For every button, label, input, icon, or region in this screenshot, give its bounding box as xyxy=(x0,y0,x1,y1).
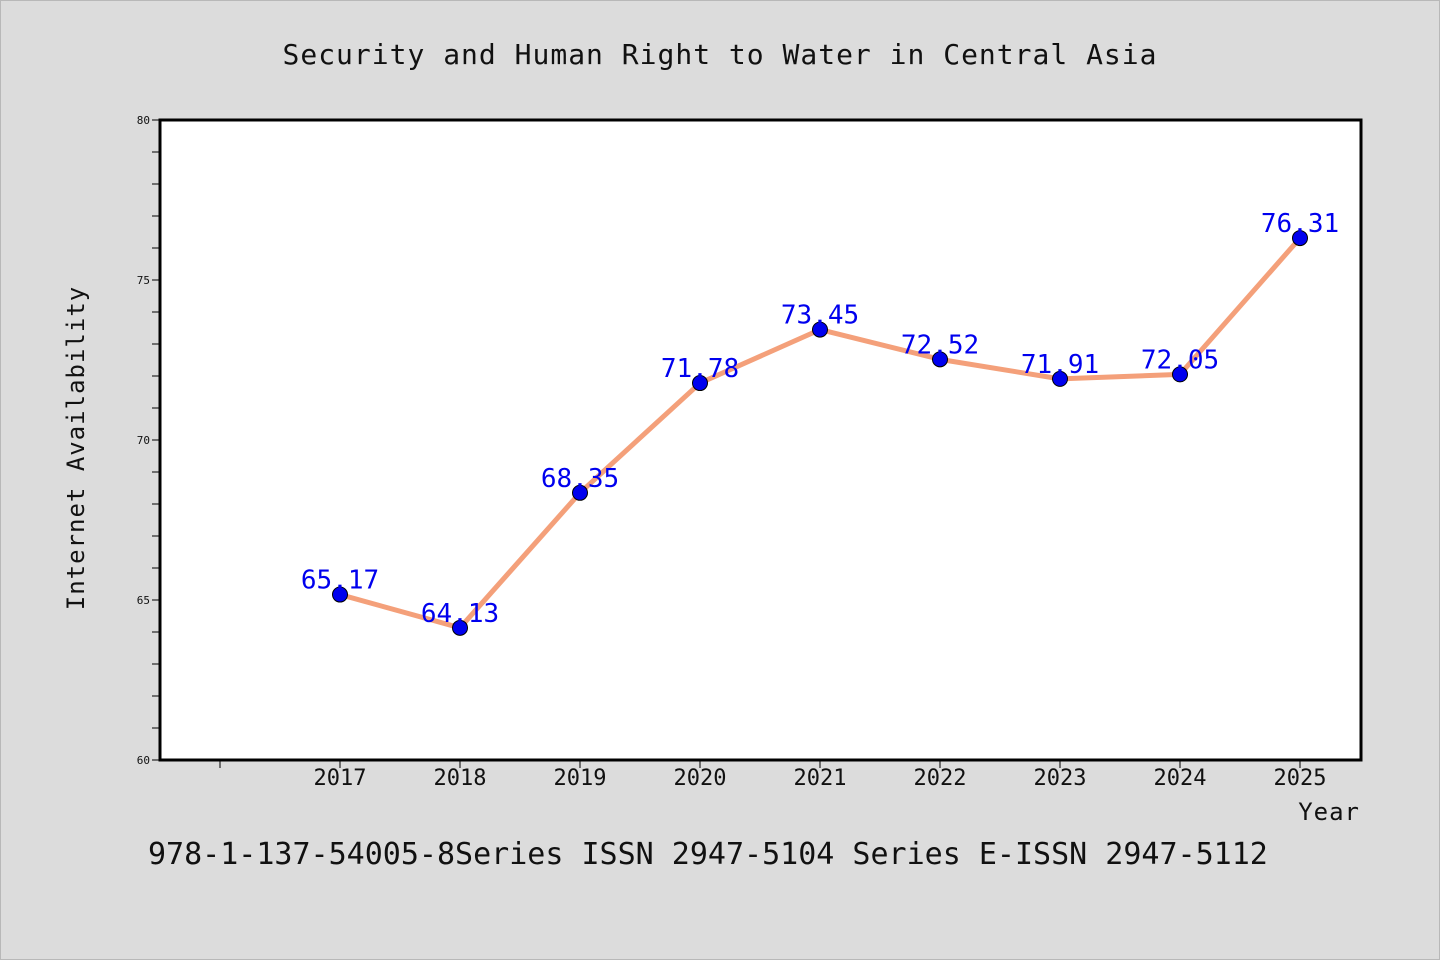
data-point xyxy=(812,321,828,338)
x-tick-label: 2023 xyxy=(1034,766,1087,791)
x-tick-label: 2024 xyxy=(1154,766,1207,791)
data-label: 64.13 xyxy=(421,599,499,629)
data-label: 73.45 xyxy=(781,301,859,331)
x-axis: 2017 2018 2019 2020 2021 2022 2023 2024 2025 xyxy=(219,760,1327,791)
y-tick-label: 80 xyxy=(137,114,150,127)
data-label: 72.52 xyxy=(901,330,979,360)
x-tick-label: 2018 xyxy=(434,766,487,791)
plot-area xyxy=(158,118,1363,762)
y-tick-label: 70 xyxy=(137,434,150,447)
data-labels: 65.17 64.13 68.35 71.78 73.45 72.52 71.91 72.05… xyxy=(301,209,1339,629)
data-point xyxy=(572,484,588,501)
y-axis-label: Internet Availability xyxy=(62,286,90,610)
x-tick-label: 2021 xyxy=(794,766,847,791)
footer-isbn-issn: 978-1-137-54005-8Series ISSN 2947-5104 S… xyxy=(148,837,1268,872)
data-point xyxy=(1292,230,1308,247)
data-points xyxy=(332,230,1308,636)
x-axis-label: Year xyxy=(1298,798,1360,826)
data-point xyxy=(692,375,708,392)
data-point xyxy=(332,586,348,603)
y-tick-label: 65 xyxy=(137,594,150,607)
data-point xyxy=(452,619,468,636)
data-label: 71.78 xyxy=(661,354,739,384)
data-point xyxy=(932,351,948,368)
data-label: 65.17 xyxy=(301,566,379,596)
data-label: 71.91 xyxy=(1021,350,1099,380)
x-tick-label: 2025 xyxy=(1274,766,1327,791)
chart-title: Security and Human Right to Water in Cen… xyxy=(282,38,1157,71)
y-tick-label: 60 xyxy=(137,754,150,767)
data-label: 68.35 xyxy=(541,464,619,494)
data-point xyxy=(1172,366,1188,383)
x-tick-label: 2022 xyxy=(914,766,967,791)
x-tick-label: 2020 xyxy=(674,766,727,791)
data-label: 72.05 xyxy=(1141,345,1219,375)
data-label: 76.31 xyxy=(1261,209,1339,239)
y-tick-label: 75 xyxy=(137,274,150,287)
x-tick-label: 2017 xyxy=(314,766,367,791)
x-tick-label: 2019 xyxy=(554,766,607,791)
data-point xyxy=(1052,370,1068,387)
y-axis: 60 65 70 75 80 xyxy=(137,114,160,767)
